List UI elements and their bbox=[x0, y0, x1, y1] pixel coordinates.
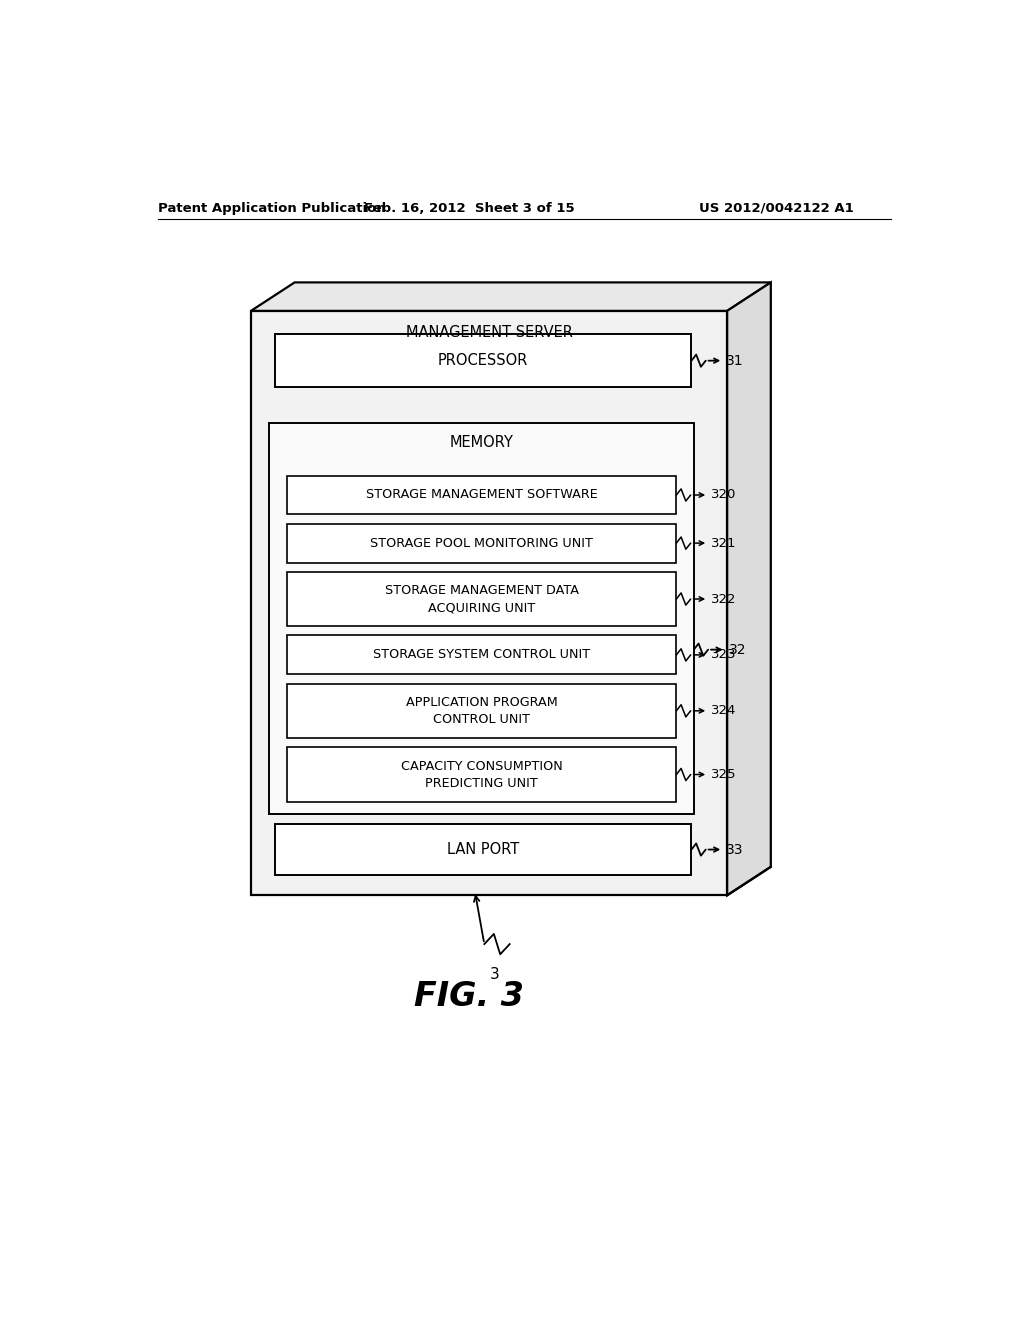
Polygon shape bbox=[251, 282, 771, 312]
Text: FIG. 3: FIG. 3 bbox=[415, 981, 524, 1014]
Text: 31: 31 bbox=[726, 354, 744, 368]
Polygon shape bbox=[727, 282, 771, 895]
Polygon shape bbox=[251, 312, 727, 895]
FancyBboxPatch shape bbox=[269, 422, 694, 814]
Text: 32: 32 bbox=[729, 643, 746, 656]
Text: STORAGE SYSTEM CONTROL UNIT: STORAGE SYSTEM CONTROL UNIT bbox=[373, 648, 590, 661]
FancyBboxPatch shape bbox=[287, 684, 677, 738]
FancyBboxPatch shape bbox=[287, 747, 677, 801]
Text: 324: 324 bbox=[712, 705, 736, 717]
Text: STORAGE MANAGEMENT DATA
ACQUIRING UNIT: STORAGE MANAGEMENT DATA ACQUIRING UNIT bbox=[385, 583, 579, 614]
Text: 322: 322 bbox=[712, 593, 737, 606]
Text: STORAGE MANAGEMENT SOFTWARE: STORAGE MANAGEMENT SOFTWARE bbox=[366, 488, 597, 502]
Text: 320: 320 bbox=[712, 488, 736, 502]
FancyBboxPatch shape bbox=[287, 572, 677, 626]
Text: 323: 323 bbox=[712, 648, 737, 661]
Text: 33: 33 bbox=[726, 842, 743, 857]
Text: 325: 325 bbox=[712, 768, 737, 781]
FancyBboxPatch shape bbox=[287, 635, 677, 675]
Text: STORAGE POOL MONITORING UNIT: STORAGE POOL MONITORING UNIT bbox=[370, 537, 593, 549]
Text: MEMORY: MEMORY bbox=[450, 434, 513, 450]
FancyBboxPatch shape bbox=[287, 475, 677, 515]
Text: Patent Application Publication: Patent Application Publication bbox=[158, 202, 386, 215]
Text: CAPACITY CONSUMPTION
PREDICTING UNIT: CAPACITY CONSUMPTION PREDICTING UNIT bbox=[400, 759, 562, 789]
FancyBboxPatch shape bbox=[274, 824, 691, 875]
Text: LAN PORT: LAN PORT bbox=[447, 842, 519, 857]
Text: PROCESSOR: PROCESSOR bbox=[438, 354, 528, 368]
FancyBboxPatch shape bbox=[287, 524, 677, 562]
Text: APPLICATION PROGRAM
CONTROL UNIT: APPLICATION PROGRAM CONTROL UNIT bbox=[406, 696, 557, 726]
Text: MANAGEMENT SERVER: MANAGEMENT SERVER bbox=[406, 325, 572, 341]
Text: 321: 321 bbox=[712, 537, 737, 549]
FancyBboxPatch shape bbox=[274, 334, 691, 387]
Text: Feb. 16, 2012  Sheet 3 of 15: Feb. 16, 2012 Sheet 3 of 15 bbox=[364, 202, 574, 215]
Text: 3: 3 bbox=[489, 968, 500, 982]
Text: US 2012/0042122 A1: US 2012/0042122 A1 bbox=[699, 202, 854, 215]
